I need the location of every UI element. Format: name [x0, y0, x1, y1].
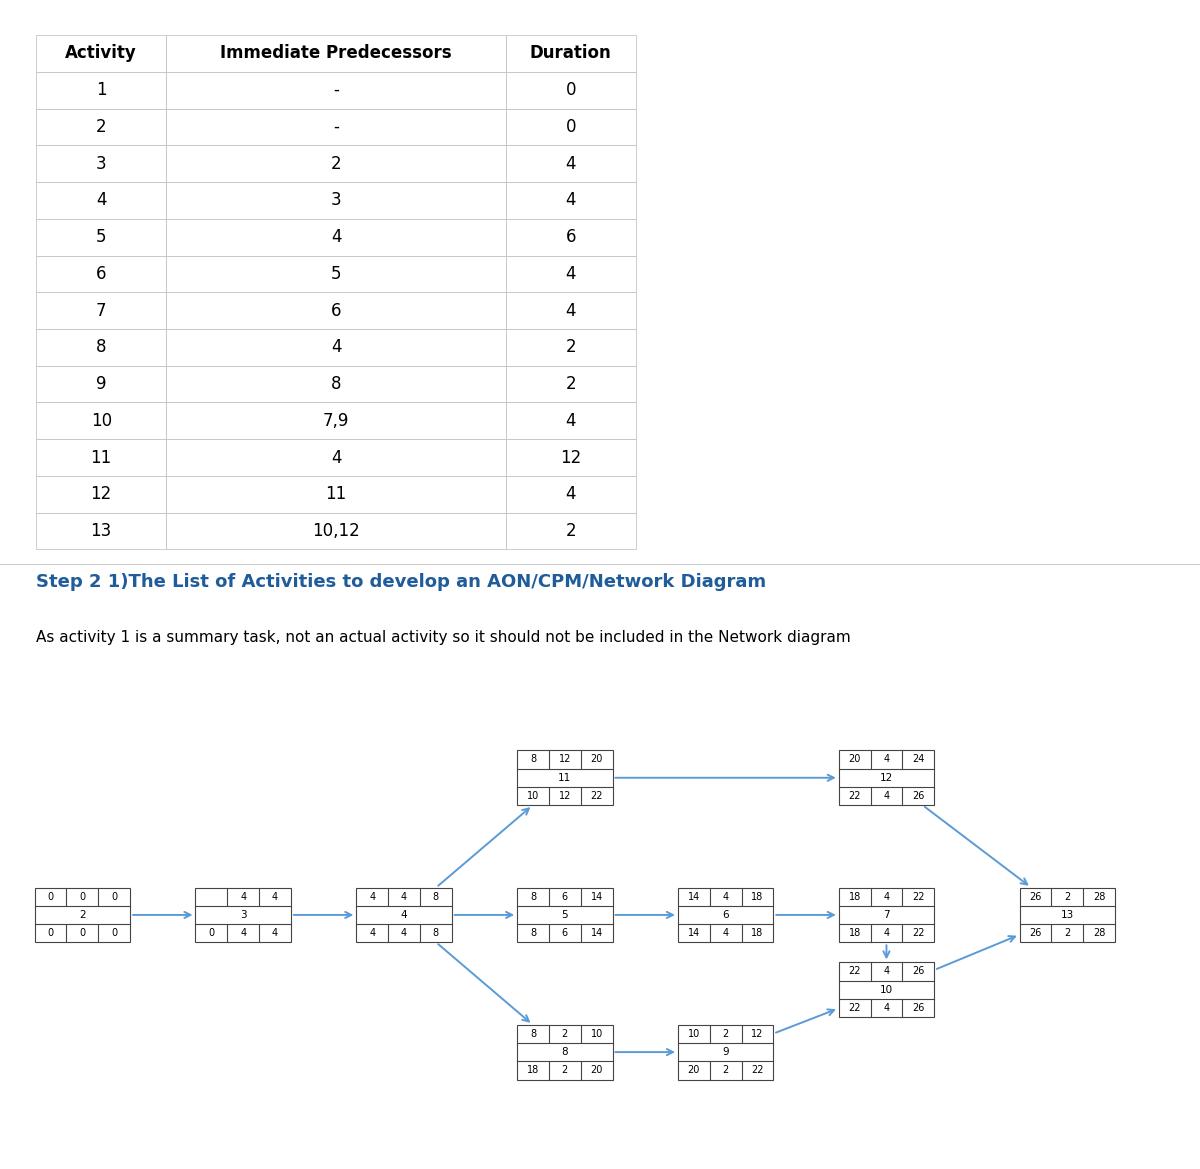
Text: 26: 26 — [912, 967, 924, 976]
Text: 22: 22 — [912, 928, 924, 939]
Text: 8: 8 — [433, 928, 439, 939]
Text: 8: 8 — [530, 754, 536, 765]
Text: 22: 22 — [590, 791, 602, 801]
Text: 10: 10 — [527, 791, 539, 801]
Text: 5: 5 — [562, 909, 568, 920]
Text: 13: 13 — [1061, 909, 1074, 920]
Text: 12: 12 — [559, 791, 571, 801]
Bar — [35, 887, 130, 942]
Text: 14: 14 — [590, 928, 602, 939]
Text: 22: 22 — [848, 1003, 860, 1014]
Text: 26: 26 — [1030, 928, 1042, 939]
Text: 9: 9 — [722, 1047, 728, 1057]
Text: 4: 4 — [401, 928, 407, 939]
Text: 8: 8 — [530, 928, 536, 939]
Text: 4: 4 — [272, 928, 278, 939]
Text: 4: 4 — [883, 928, 889, 939]
Text: 4: 4 — [240, 892, 246, 901]
Text: 20: 20 — [688, 1065, 700, 1075]
Text: 26: 26 — [912, 1003, 924, 1014]
Text: 2: 2 — [722, 1065, 728, 1075]
Text: 2: 2 — [562, 1029, 568, 1039]
Text: 3: 3 — [240, 909, 246, 920]
Text: 28: 28 — [1093, 892, 1105, 901]
Text: 12: 12 — [751, 1029, 763, 1039]
Bar — [678, 887, 773, 942]
Text: 10: 10 — [590, 1029, 602, 1039]
Text: 2: 2 — [722, 1029, 728, 1039]
Text: 0: 0 — [48, 928, 54, 939]
Text: 2: 2 — [562, 1065, 568, 1075]
Bar — [196, 887, 290, 942]
Text: 11: 11 — [558, 773, 571, 783]
Text: 0: 0 — [209, 928, 215, 939]
Text: 22: 22 — [912, 892, 924, 901]
Text: 22: 22 — [848, 791, 860, 801]
Text: 26: 26 — [912, 791, 924, 801]
Text: 4: 4 — [401, 892, 407, 901]
Text: 20: 20 — [590, 754, 602, 765]
Text: 0: 0 — [112, 892, 118, 901]
Bar — [1020, 887, 1115, 942]
Text: 4: 4 — [722, 892, 728, 901]
Text: 14: 14 — [688, 892, 700, 901]
Bar — [517, 1025, 612, 1079]
Bar — [517, 750, 612, 805]
Text: 4: 4 — [401, 909, 407, 920]
Bar — [839, 887, 935, 942]
Text: 4: 4 — [883, 892, 889, 901]
Bar — [517, 887, 612, 942]
Text: 7: 7 — [883, 909, 889, 920]
Text: 14: 14 — [688, 928, 700, 939]
Text: 4: 4 — [722, 928, 728, 939]
Text: 12: 12 — [880, 773, 893, 783]
Text: 12: 12 — [559, 754, 571, 765]
Bar — [839, 750, 935, 805]
Text: 8: 8 — [562, 1047, 568, 1057]
Text: 22: 22 — [751, 1065, 763, 1075]
Text: 2: 2 — [1064, 928, 1070, 939]
Text: 14: 14 — [590, 892, 602, 901]
Text: 2: 2 — [1064, 892, 1070, 901]
Text: 4: 4 — [883, 791, 889, 801]
Text: 0: 0 — [79, 892, 85, 901]
Text: 18: 18 — [848, 928, 860, 939]
Text: Step 2 1)The List of Activities to develop an AON/CPM/Network Diagram: Step 2 1)The List of Activities to devel… — [36, 573, 766, 590]
Text: 4: 4 — [883, 1003, 889, 1014]
Bar — [839, 962, 935, 1017]
Text: 18: 18 — [751, 892, 763, 901]
Text: 4: 4 — [370, 892, 376, 901]
Text: 0: 0 — [112, 928, 118, 939]
Text: 10: 10 — [688, 1029, 700, 1039]
Text: 6: 6 — [722, 909, 728, 920]
Text: 6: 6 — [562, 928, 568, 939]
Text: 20: 20 — [590, 1065, 602, 1075]
Text: 4: 4 — [883, 967, 889, 976]
Text: 26: 26 — [1030, 892, 1042, 901]
Text: 4: 4 — [240, 928, 246, 939]
Text: 22: 22 — [848, 967, 860, 976]
Text: 18: 18 — [848, 892, 860, 901]
Text: 4: 4 — [370, 928, 376, 939]
Text: 2: 2 — [79, 909, 85, 920]
Text: 4: 4 — [883, 754, 889, 765]
Bar — [678, 1025, 773, 1079]
Text: 6: 6 — [562, 892, 568, 901]
Text: 8: 8 — [433, 892, 439, 901]
Text: 24: 24 — [912, 754, 924, 765]
Text: 18: 18 — [527, 1065, 539, 1075]
Text: 20: 20 — [848, 754, 860, 765]
Bar — [356, 887, 451, 942]
Text: 8: 8 — [530, 892, 536, 901]
Text: 28: 28 — [1093, 928, 1105, 939]
Text: 4: 4 — [272, 892, 278, 901]
Text: 0: 0 — [79, 928, 85, 939]
Text: 0: 0 — [48, 892, 54, 901]
Text: As activity 1 is a summary task, not an actual activity so it should not be incl: As activity 1 is a summary task, not an … — [36, 630, 851, 645]
Text: 18: 18 — [751, 928, 763, 939]
Text: 10: 10 — [880, 984, 893, 995]
Text: 8: 8 — [530, 1029, 536, 1039]
